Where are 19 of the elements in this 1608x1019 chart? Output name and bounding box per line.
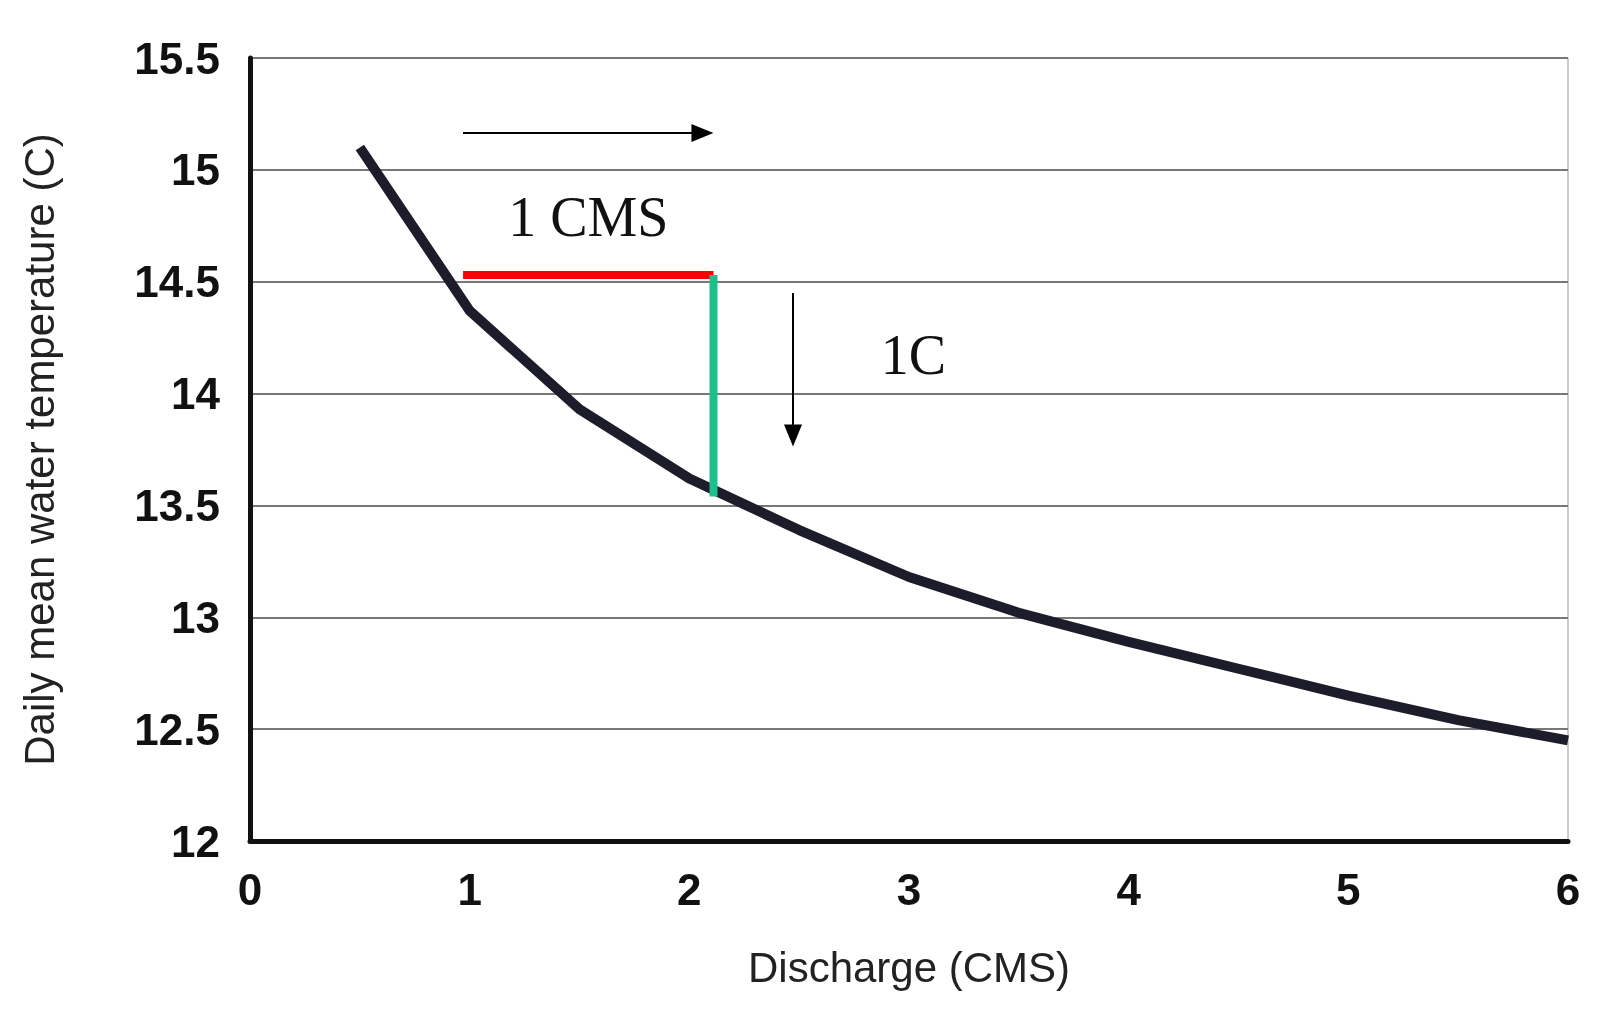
y-tick-label: 15 bbox=[171, 145, 220, 195]
annotation: 1C bbox=[880, 324, 947, 386]
y-tick-label: 13 bbox=[171, 592, 220, 642]
x-axis-title: Discharge (CMS) bbox=[747, 943, 1071, 991]
y-tick-label: 12.5 bbox=[134, 704, 220, 754]
x-tick-label: 5 bbox=[1336, 864, 1361, 914]
x-tick-label: 4 bbox=[1116, 864, 1142, 914]
y-axis-title: Daily mean water temperature (C) bbox=[15, 133, 63, 766]
y-tick-label: 12 bbox=[171, 816, 220, 866]
y-tick-label: 15.5 bbox=[134, 33, 220, 83]
x-tick-label: 6 bbox=[1555, 864, 1581, 914]
x-tick-label: 1 bbox=[457, 864, 482, 914]
y-tick-label: 14 bbox=[171, 369, 221, 419]
x-tick-label: 2 bbox=[677, 864, 702, 914]
y-tick-label: 14.5 bbox=[134, 257, 220, 307]
annotation: 1 CMS bbox=[508, 186, 669, 248]
y-tick-label: 13.5 bbox=[134, 480, 220, 530]
x-tick-label: 0 bbox=[237, 864, 263, 914]
x-tick-label: 3 bbox=[896, 864, 922, 914]
